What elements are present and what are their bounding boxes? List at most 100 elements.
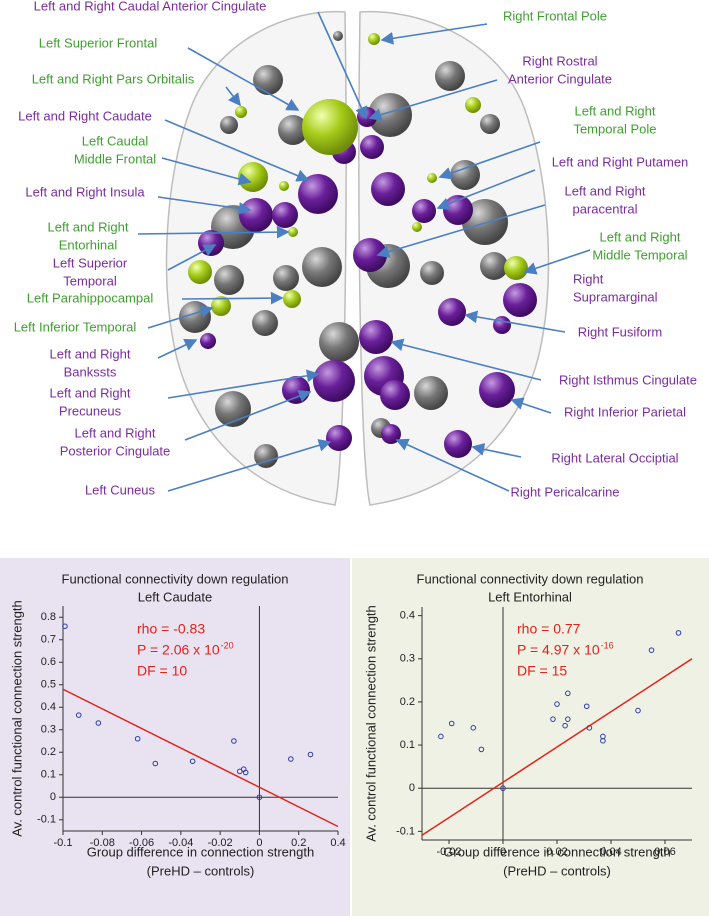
region-label: Right Fusiform bbox=[578, 324, 663, 339]
node-sphere bbox=[298, 174, 338, 214]
data-point bbox=[562, 722, 568, 729]
y-axis-label: Av. control functional connection streng… bbox=[9, 600, 24, 837]
y-tick-label: 0.3 bbox=[41, 724, 56, 736]
y-tick-label: 0.7 bbox=[41, 634, 56, 646]
x-axis-label: Group difference in connection strength bbox=[87, 844, 314, 859]
node-sphere bbox=[450, 160, 480, 190]
x-tick-label: -0.02 bbox=[436, 846, 461, 858]
region-label: Supramarginal bbox=[573, 289, 658, 304]
arrow bbox=[167, 369, 320, 399]
region-label: Left and Right bbox=[75, 425, 156, 440]
node-sphere bbox=[493, 316, 511, 334]
stat-annotation: DF = 10 bbox=[137, 663, 187, 679]
data-point bbox=[586, 725, 593, 731]
region-label: Anterior Cingulate bbox=[508, 71, 612, 86]
node-sphere bbox=[360, 135, 384, 159]
y-tick-label: 0.8 bbox=[41, 611, 56, 623]
y-tick-label: 0.1 bbox=[400, 739, 415, 751]
data-point bbox=[75, 712, 82, 718]
data-point bbox=[256, 794, 263, 801]
node-sphere bbox=[480, 252, 508, 280]
region-label: Left Caudal bbox=[82, 133, 149, 148]
x-tick-label: -0.1 bbox=[54, 837, 73, 849]
data-point bbox=[554, 701, 560, 707]
node-sphere bbox=[302, 99, 358, 155]
node-sphere bbox=[272, 202, 298, 228]
x-tick-label: 0 bbox=[256, 837, 262, 849]
region-label: Precuneus bbox=[59, 403, 122, 418]
arrow bbox=[225, 86, 241, 107]
x-tick-label: -0.02 bbox=[208, 837, 233, 849]
y-tick-label: 0.5 bbox=[41, 679, 56, 691]
data-point bbox=[478, 746, 485, 753]
x-tick-label: 0.4 bbox=[330, 837, 345, 849]
arrow bbox=[438, 141, 541, 180]
node-sphere bbox=[412, 222, 422, 232]
x-tick-label: 0.04 bbox=[600, 846, 621, 858]
y-tick-label: 0.1 bbox=[41, 769, 56, 781]
data-point bbox=[438, 733, 444, 740]
data-point bbox=[288, 756, 294, 762]
node-sphere bbox=[235, 106, 247, 118]
region-label: Left and Right bbox=[50, 385, 131, 400]
data-point bbox=[565, 716, 571, 722]
data-point bbox=[600, 737, 606, 744]
node-sphere bbox=[353, 238, 387, 272]
chart-title: Functional connectivity down regulation bbox=[62, 571, 289, 586]
region-label: Right Rostral bbox=[522, 53, 597, 68]
y-tick-label: -0.1 bbox=[37, 814, 56, 826]
data-point bbox=[500, 785, 506, 792]
data-point bbox=[648, 647, 655, 653]
region-label: Right bbox=[573, 271, 604, 286]
region-label: Left Superior bbox=[53, 255, 128, 270]
y-tick-label: -0.1 bbox=[396, 825, 415, 837]
arrow bbox=[436, 169, 536, 210]
node-sphere bbox=[414, 376, 448, 410]
node-sphere bbox=[278, 115, 308, 145]
node-sphere bbox=[273, 265, 299, 291]
node-sphere bbox=[368, 93, 412, 137]
x-tick-label: -0.08 bbox=[90, 837, 115, 849]
arrow bbox=[181, 291, 284, 305]
node-sphere bbox=[427, 173, 437, 183]
arrow bbox=[395, 438, 510, 492]
data-point bbox=[565, 690, 571, 697]
stat-annotation: P = 4.97 x 10 bbox=[517, 642, 600, 658]
y-tick-label: 0.6 bbox=[41, 656, 56, 668]
stat-annotation: rho = -0.83 bbox=[137, 621, 205, 637]
data-point bbox=[242, 769, 249, 776]
region-label: Right Isthmus Cingulate bbox=[559, 372, 697, 387]
region-label: Left and Right Caudal Anterior Cingulate bbox=[34, 0, 267, 13]
node-sphere bbox=[279, 181, 289, 191]
data-point bbox=[448, 720, 455, 727]
node-sphere bbox=[444, 430, 472, 458]
data-point bbox=[583, 703, 590, 710]
node-sphere bbox=[288, 227, 298, 237]
region-label: Left and Right bbox=[48, 219, 129, 234]
region-label: Temporal bbox=[63, 273, 117, 288]
data-point bbox=[635, 707, 641, 714]
arrow bbox=[390, 338, 542, 381]
stat-annotation: rho = 0.77 bbox=[517, 621, 581, 637]
node-sphere bbox=[282, 376, 310, 404]
node-sphere bbox=[253, 65, 283, 95]
x-axis-label: Group difference in connection strength bbox=[443, 844, 670, 859]
arrow bbox=[510, 397, 552, 414]
fit-line bbox=[62, 688, 339, 828]
region-label: Right Lateral Occiptial bbox=[551, 450, 678, 465]
x-tick-label: 0.2 bbox=[291, 837, 306, 849]
node-sphere bbox=[462, 199, 508, 245]
arrow bbox=[164, 119, 310, 182]
y-tick-label: 0.4 bbox=[400, 610, 415, 622]
region-label: Left Superior Frontal bbox=[39, 35, 158, 50]
x-axis-label: (PreHD – controls) bbox=[503, 863, 611, 878]
y-tick-label: 0.2 bbox=[400, 696, 415, 708]
data-point bbox=[550, 716, 556, 722]
arrow bbox=[380, 23, 488, 45]
arrow bbox=[137, 225, 290, 239]
data-point bbox=[134, 735, 141, 742]
data-point bbox=[231, 738, 237, 744]
x-tick-label: 0 bbox=[500, 846, 506, 858]
node-sphere bbox=[465, 97, 481, 113]
